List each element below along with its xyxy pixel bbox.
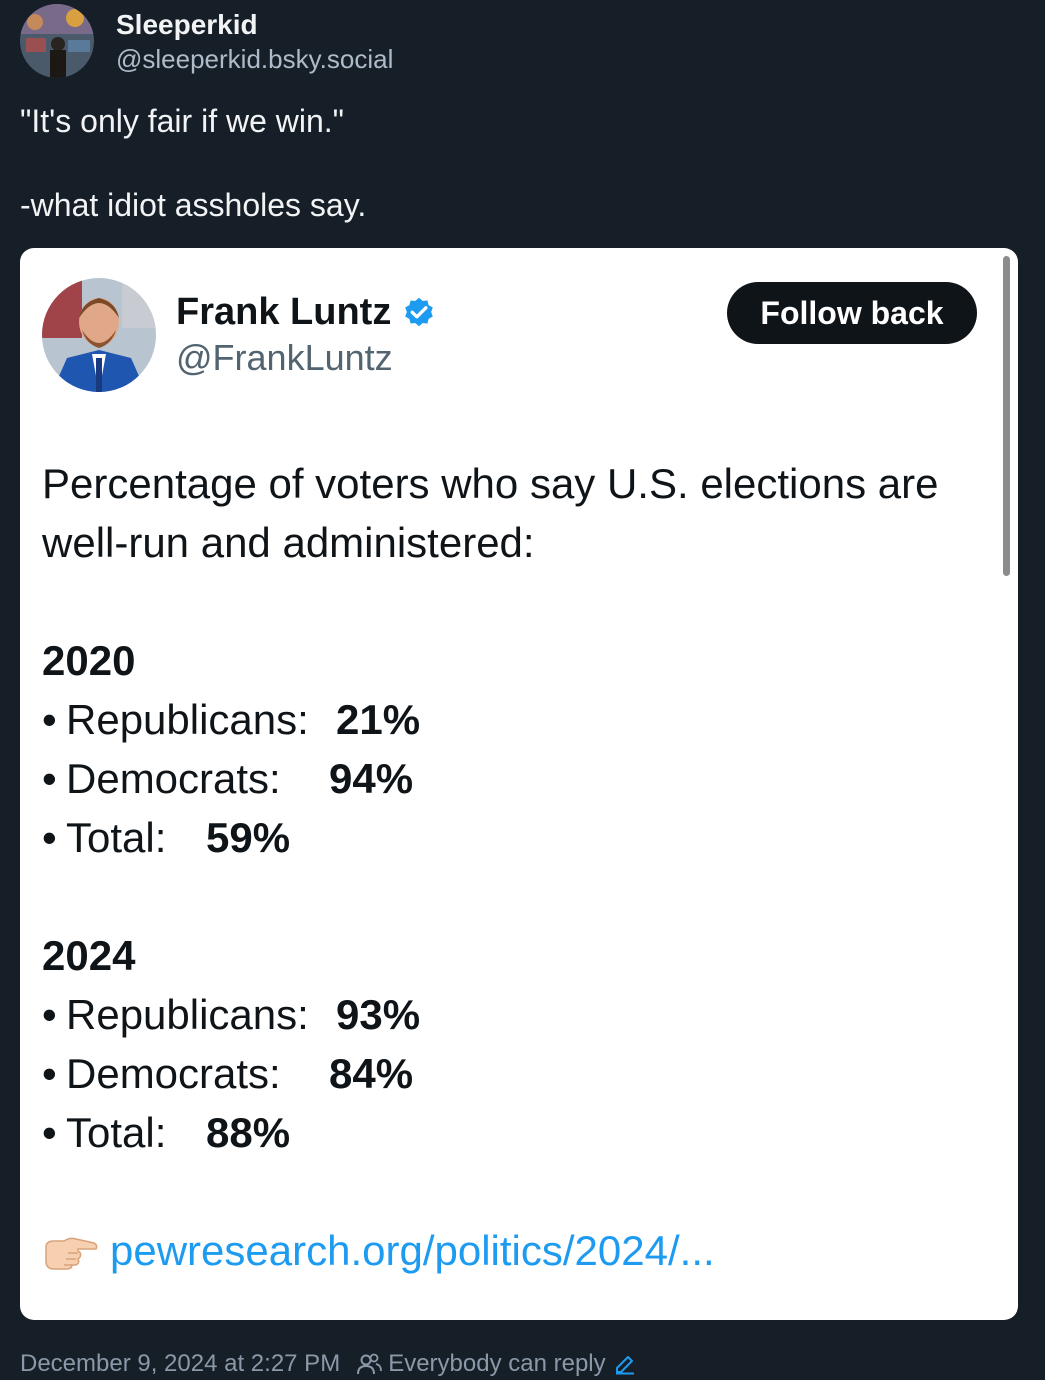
post-text-line: "It's only fair if we win." bbox=[20, 103, 345, 139]
post-text-line: -what idiot assholes say. bbox=[20, 187, 367, 223]
embed-intro-line: well-run and administered: bbox=[42, 519, 535, 566]
stat-value: 21% bbox=[336, 696, 421, 743]
stat-row: • Total: 59% bbox=[42, 808, 982, 867]
reply-setting-label[interactable]: Everybody can reply bbox=[388, 1350, 606, 1377]
stat-row: • Republicans: 21% bbox=[42, 690, 982, 749]
people-icon bbox=[357, 1353, 383, 1375]
avatar[interactable] bbox=[20, 4, 94, 78]
post-text: "It's only fair if we win." -what idiot … bbox=[20, 100, 1020, 226]
embed-author-handle: @FrankLuntz bbox=[176, 337, 393, 378]
year-heading: 2020 bbox=[42, 637, 136, 684]
post-footer: December 9, 2024 at 2:27 PM Everybody ca… bbox=[20, 1348, 636, 1380]
bullet: • bbox=[42, 696, 57, 743]
stat-value: 59% bbox=[206, 814, 291, 861]
embed-author: Frank Luntz @FrankLuntz bbox=[176, 288, 437, 380]
bullet: • bbox=[42, 1109, 57, 1156]
author-display-name[interactable]: Sleeperkid bbox=[116, 9, 258, 40]
stat-label: Democrats: bbox=[66, 1050, 281, 1097]
verified-badge-icon bbox=[405, 297, 434, 327]
year-heading: 2024 bbox=[42, 932, 136, 979]
embed-author-name: Frank Luntz bbox=[176, 290, 392, 333]
source-link: pewresearch.org/politics/2024/... bbox=[110, 1227, 715, 1274]
bullet: • bbox=[42, 991, 57, 1038]
author-handle[interactable]: @sleeperkid.bsky.social bbox=[116, 44, 394, 74]
stat-row: • Democrats: 84% bbox=[42, 1044, 982, 1103]
post-header: Sleeperkid @sleeperkid.bsky.social bbox=[20, 4, 393, 78]
edit-pencil-icon[interactable] bbox=[614, 1353, 636, 1375]
stat-row: • Democrats: 94% bbox=[42, 749, 982, 808]
bullet: • bbox=[42, 755, 57, 802]
stat-label: Republicans: bbox=[66, 991, 309, 1038]
embedded-image[interactable]: Frank Luntz @FrankLuntz Follow back Perc… bbox=[20, 248, 1018, 1320]
stat-row: • Total: 88% bbox=[42, 1103, 982, 1162]
bullet: • bbox=[42, 1050, 57, 1097]
embed-avatar bbox=[42, 278, 156, 392]
stat-value: 94% bbox=[329, 755, 414, 802]
scrollbar[interactable] bbox=[1003, 256, 1010, 576]
post-timestamp[interactable]: December 9, 2024 at 2:27 PM bbox=[20, 1350, 341, 1377]
bullet: • bbox=[42, 814, 57, 861]
stat-value: 84% bbox=[329, 1050, 414, 1097]
stat-label: Total: bbox=[66, 1109, 167, 1156]
pointing-hand-icon bbox=[45, 1237, 98, 1270]
embed-intro-line: Percentage of voters who say U.S. electi… bbox=[42, 460, 939, 507]
stat-value: 88% bbox=[206, 1109, 291, 1156]
stat-row: • Republicans: 93% bbox=[42, 985, 982, 1044]
stat-value: 93% bbox=[336, 991, 421, 1038]
source-link-row: pewresearch.org/politics/2024/... bbox=[42, 1221, 982, 1280]
stat-label: Republicans: bbox=[66, 696, 309, 743]
stat-label: Total: bbox=[66, 814, 167, 861]
stat-label: Democrats: bbox=[66, 755, 281, 802]
embed-tweet-body: Percentage of voters who say U.S. electi… bbox=[42, 454, 982, 1280]
follow-back-button: Follow back bbox=[727, 282, 977, 344]
